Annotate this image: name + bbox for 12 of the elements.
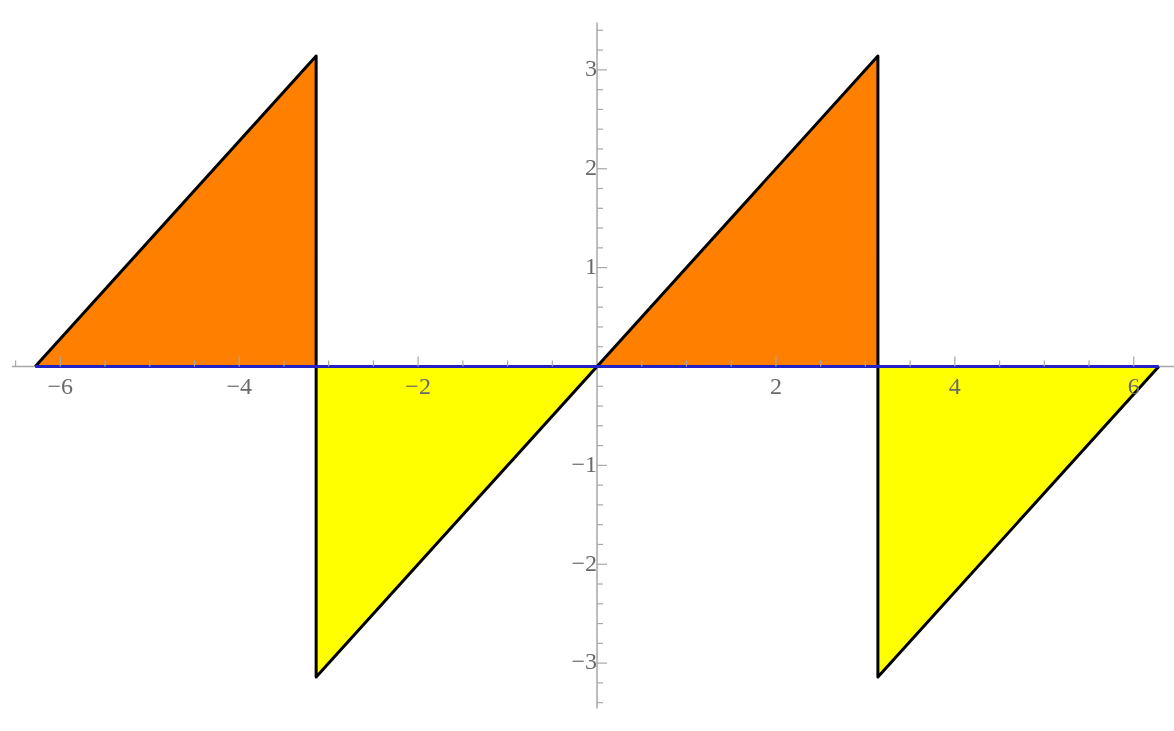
y-tick-label: −1: [571, 450, 598, 477]
y-tick-label: 3: [585, 55, 598, 82]
x-tick-label: 2: [769, 373, 782, 400]
y-tick-label: 1: [585, 252, 598, 279]
y-tick-label: 2: [585, 154, 598, 181]
x-tick-label: −4: [226, 373, 252, 400]
y-tick-label: −2: [571, 549, 598, 576]
x-tick-label: −6: [47, 373, 74, 400]
x-tick-label: 6: [1127, 373, 1140, 400]
x-tick-label: 4: [948, 373, 961, 400]
y-tick-label: −3: [571, 648, 598, 675]
x-tick-label: −2: [405, 373, 431, 400]
